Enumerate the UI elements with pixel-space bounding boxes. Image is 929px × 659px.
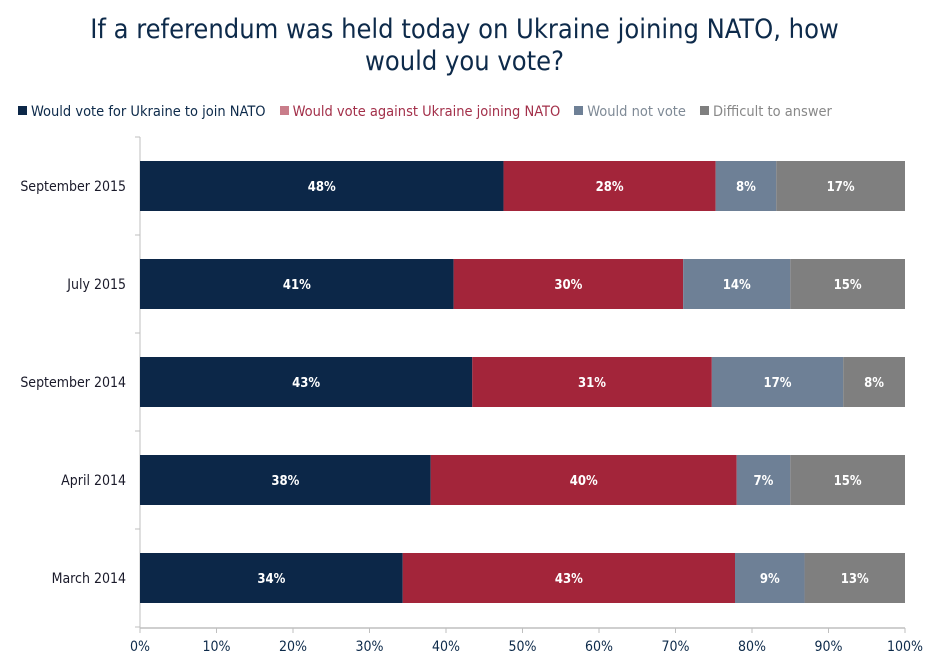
data-label: 40% (570, 474, 598, 489)
data-label: 9% (760, 572, 780, 587)
x-tick-label: 90% (815, 639, 843, 655)
bar-segment (715, 161, 777, 211)
bar-segment (402, 553, 735, 603)
legend-item: Would not vote (574, 104, 686, 120)
data-label: 43% (292, 376, 320, 391)
x-tick-label: 10% (203, 639, 231, 655)
x-tick-label: 0% (130, 639, 150, 655)
legend-item: Difficult to answer (699, 104, 832, 120)
bar-segment (140, 161, 504, 211)
data-label: 31% (578, 376, 606, 391)
bar-segment (711, 357, 844, 407)
data-label: 14% (723, 278, 751, 293)
legend-label: Difficult to answer (712, 104, 832, 120)
bar-segment (804, 553, 905, 603)
category-label: September 2015 (20, 179, 126, 195)
data-label: 43% (555, 572, 583, 587)
x-tick-label: 30% (356, 639, 384, 655)
legend-swatch (699, 105, 709, 115)
chart-title-line-2: would you vote? (365, 46, 564, 77)
legend-swatch (18, 105, 27, 115)
x-tick-label: 20% (279, 639, 307, 655)
data-label: 38% (271, 474, 299, 489)
bar-segment (140, 553, 403, 603)
category-label: March 2014 (52, 571, 126, 587)
bar-segment (843, 357, 905, 407)
data-label: 7% (754, 474, 774, 489)
bar-segment (735, 553, 805, 603)
bar-segment (736, 455, 791, 505)
chart-title: If a referendum was held today on Ukrain… (0, 14, 929, 78)
bar-segment (503, 161, 716, 211)
data-label: 28% (596, 180, 624, 195)
x-tick-label: 60% (585, 639, 613, 655)
legend-item: Would vote for Ukraine to join NATO (18, 104, 266, 120)
chart-title-line-1: If a referendum was held today on Ukrain… (90, 14, 839, 45)
data-label: 8% (864, 376, 884, 391)
x-tick-label: 80% (738, 639, 766, 655)
x-tick-label: 100% (887, 639, 923, 655)
bar-segment (140, 357, 473, 407)
legend-item: Would vote against Ukraine joining NATO (279, 104, 561, 120)
x-tick-label: 50% (509, 639, 537, 655)
x-tick-label: 70% (662, 639, 690, 655)
bar-segment (790, 259, 905, 309)
category-label: July 2015 (66, 277, 126, 293)
category-label: September 2014 (20, 375, 126, 391)
legend-label: Would vote against Ukraine joining NATO (292, 104, 561, 120)
data-label: 17% (764, 376, 792, 391)
legend-label: Would not vote (587, 104, 686, 120)
data-label: 8% (736, 180, 756, 195)
legend-swatch (279, 105, 289, 115)
x-tick-label: 40% (432, 639, 460, 655)
bar-segment (140, 259, 454, 309)
legend-label: Would vote for Ukraine to join NATO (31, 104, 266, 120)
category-label: April 2014 (61, 473, 126, 489)
data-label: 41% (283, 278, 311, 293)
bar-segment (430, 455, 737, 505)
bar-segment (790, 455, 905, 505)
bar-segment (683, 259, 791, 309)
bar-segment (453, 259, 684, 309)
data-label: 13% (841, 572, 869, 587)
legend: Would vote for Ukraine to join NATO Would… (18, 104, 929, 120)
legend-swatch (574, 105, 584, 115)
data-label: 48% (308, 180, 336, 195)
data-label: 15% (834, 278, 862, 293)
data-label: 15% (834, 474, 862, 489)
data-label: 17% (827, 180, 855, 195)
data-label: 34% (257, 572, 285, 587)
data-label: 30% (554, 278, 582, 293)
bar-segment (776, 161, 905, 211)
bar-segment (472, 357, 712, 407)
bar-segment (140, 455, 431, 505)
